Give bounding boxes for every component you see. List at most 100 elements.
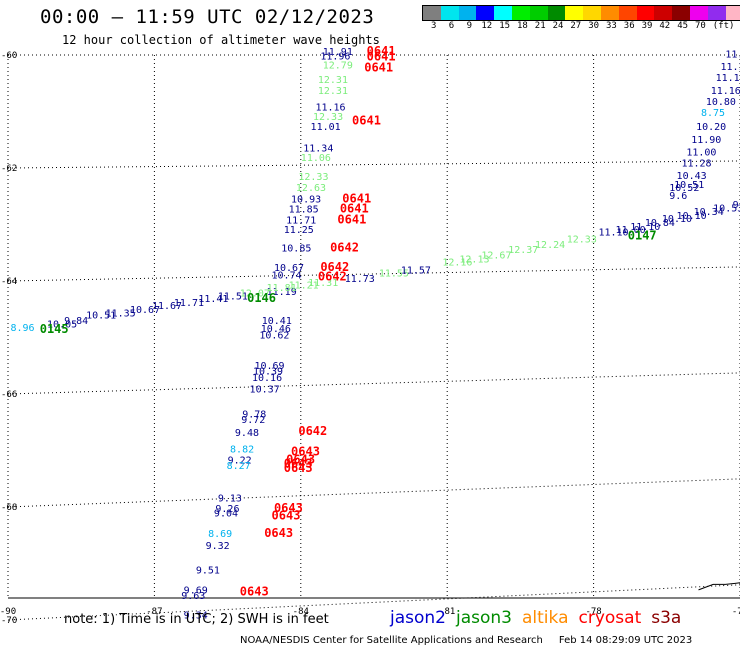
swh-value-label: 10.51 bbox=[86, 310, 116, 321]
y-tick-label: -66 bbox=[1, 390, 17, 400]
pass-time-label: 0642 bbox=[320, 260, 349, 274]
color-swatch bbox=[476, 6, 495, 20]
pass-time-label: 0643 bbox=[286, 452, 315, 466]
swh-value-label: 10.52 bbox=[669, 183, 699, 194]
chart-subtitle: 12 hour collection of altimeter wave hei… bbox=[62, 33, 380, 47]
pass-time-label: 0147 bbox=[628, 229, 657, 243]
swh-value-label: 9.6 bbox=[669, 191, 687, 202]
swh-value-label: 12.67 bbox=[481, 251, 511, 262]
swh-value-label: 10.85 bbox=[281, 244, 311, 255]
swh-value-label: 12.16 bbox=[442, 258, 472, 269]
pass-time-label: 0641 bbox=[367, 49, 396, 63]
color-swatch bbox=[672, 6, 690, 20]
swh-value-label: 12.07 bbox=[240, 289, 270, 300]
color-swatch bbox=[707, 6, 726, 20]
swh-value-label: 10.05 bbox=[47, 320, 77, 331]
swh-value-label: 12.13 bbox=[459, 254, 489, 265]
x-tick-label: -75 bbox=[732, 607, 740, 617]
color-scale-label: 21 bbox=[534, 21, 546, 31]
pass-time-label: 0643 bbox=[291, 445, 320, 459]
swh-value-label: 10.43 bbox=[677, 171, 707, 182]
color-swatch bbox=[583, 6, 601, 20]
pass-time-label: 0642 bbox=[330, 241, 359, 255]
swh-value-label: 10.67 bbox=[274, 263, 304, 274]
swh-value-label: 9.04 bbox=[214, 509, 238, 520]
y-tick-label: -68 bbox=[1, 503, 17, 513]
color-swatch bbox=[511, 6, 530, 20]
swh-value-label: 9.51 bbox=[196, 566, 220, 577]
swh-value-label: 11.51 bbox=[218, 291, 248, 302]
swh-value-label: 9.32 bbox=[206, 541, 230, 552]
parallel-line bbox=[7, 584, 740, 621]
swh-value-label: 12.33 bbox=[313, 112, 343, 123]
parallel-line bbox=[7, 478, 740, 508]
swh-value-label: 11.10 bbox=[720, 62, 740, 73]
color-scale-label: 27 bbox=[570, 21, 582, 31]
pass-time-label: 0643 bbox=[240, 584, 269, 598]
pass-time-label: 0643 bbox=[284, 457, 313, 471]
swh-value-label: 11.39 bbox=[725, 50, 740, 61]
pass-time-label: 0641 bbox=[342, 192, 371, 206]
pass-time-label: 0643 bbox=[284, 461, 313, 475]
color-swatch bbox=[423, 6, 441, 20]
swh-value-label: 11.00 bbox=[616, 225, 646, 236]
swh-value-label: 10.41 bbox=[262, 316, 292, 327]
coastline-segment bbox=[698, 582, 740, 591]
swh-value-label: 10.10 bbox=[677, 211, 707, 222]
swh-value-label: 10.46 bbox=[261, 324, 291, 335]
swh-value-label: 12.24 bbox=[535, 240, 565, 251]
x-tick-label: -87 bbox=[146, 607, 162, 617]
color-scale-labels: 3 6 9 12 15 18 21 24 27 30 33 36 39 42 45 70 (ft) bbox=[422, 21, 740, 35]
swh-value-label: 10.34 bbox=[694, 207, 724, 218]
swh-value-label: 10.10 bbox=[662, 214, 692, 225]
swh-value-label: 12.37 bbox=[508, 245, 538, 256]
swh-value-label: 12.79 bbox=[323, 61, 353, 72]
x-tick-label: -78 bbox=[585, 607, 601, 617]
axis-tick-labels: -90 -87 -84 -81 -78 -75 -60 -62 -64 -66 -68 -70 bbox=[0, 51, 740, 626]
chart-title: 00:00 – 11:59 UTC 02/12/2023 bbox=[40, 6, 375, 28]
color-scale-label: 6 bbox=[448, 21, 455, 31]
swh-value-label: 11.31 bbox=[308, 278, 338, 289]
swh-value-label: 11.73 bbox=[345, 274, 375, 285]
pass-time-label: 0145 bbox=[40, 322, 69, 336]
pass-time-label: 0643 bbox=[274, 501, 303, 515]
swh-value-label: 9.84 bbox=[64, 316, 88, 327]
color-scale-label: 9 bbox=[466, 21, 473, 31]
swh-value-label: 10.74 bbox=[272, 271, 302, 282]
pass-time-label: 0641 bbox=[340, 201, 369, 215]
color-scale-label: 45 bbox=[677, 21, 689, 31]
color-swatch bbox=[565, 6, 584, 20]
color-scale-label: 12 bbox=[481, 21, 493, 31]
swh-value-label: 8.96 bbox=[10, 323, 34, 334]
swh-value-label: 9.38 bbox=[733, 200, 740, 211]
swh-value-label: 10.67 bbox=[130, 305, 160, 316]
color-swatch bbox=[636, 6, 655, 20]
swh-value-label: 8.75 bbox=[701, 108, 725, 119]
swh-value-label: 11.21 bbox=[289, 280, 319, 291]
swh-value-label: 9.63 bbox=[181, 591, 205, 602]
pass-time-label: 0642 bbox=[318, 269, 347, 283]
swh-value-label: 9.72 bbox=[241, 415, 265, 426]
color-swatch bbox=[494, 6, 512, 20]
y-tick-label: -70 bbox=[1, 616, 17, 626]
swh-value-label: 11.01 bbox=[311, 122, 341, 133]
swh-value-label: 11.67 bbox=[152, 301, 182, 312]
swh-value-label: 11.71 bbox=[286, 215, 316, 226]
color-scale-label: 33 bbox=[606, 21, 617, 31]
color-scale-label: 39 bbox=[641, 21, 653, 31]
swh-value-label: 11.06 bbox=[301, 153, 331, 164]
swh-value-label: 11.34 bbox=[303, 144, 333, 155]
pass-time-label: 0643 bbox=[264, 526, 293, 540]
color-swatch bbox=[600, 6, 619, 20]
x-tick-label: -84 bbox=[293, 607, 309, 617]
swh-value-label: 11.00 bbox=[686, 147, 716, 158]
swh-value-label: 11.81 bbox=[267, 283, 297, 294]
swh-value-label: 11.28 bbox=[681, 158, 711, 169]
swh-value-label: 8.27 bbox=[227, 461, 251, 472]
swh-value-label: 10.39 bbox=[253, 366, 283, 377]
swh-value-label: 11.90 bbox=[691, 135, 721, 146]
parallel-line bbox=[7, 372, 740, 395]
legend-entry-cryosat: cryosat bbox=[578, 608, 642, 628]
color-swatch bbox=[618, 6, 637, 20]
